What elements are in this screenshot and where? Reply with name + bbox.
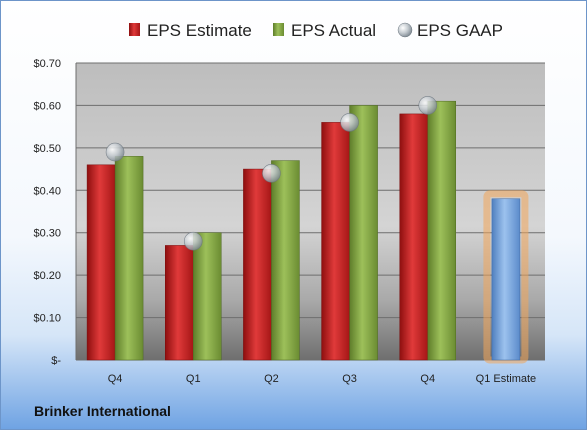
legend-actual: EPS Actual bbox=[273, 21, 376, 40]
x-tick-label: Q4 bbox=[420, 373, 435, 385]
x-tick-label: Q4 bbox=[108, 373, 123, 385]
y-tick-label: $0.70 bbox=[33, 58, 61, 70]
y-tick-label: $0.60 bbox=[33, 100, 61, 112]
eps-estimate-bar bbox=[165, 245, 194, 361]
legend-estimate-swatch bbox=[129, 23, 140, 36]
eps-gaap-marker bbox=[262, 164, 281, 183]
eps-estimate-bar bbox=[321, 122, 350, 361]
eps-actual-bar bbox=[349, 105, 378, 361]
legend-gaap: EPS GAAP bbox=[397, 21, 503, 40]
x-tick-label: Q3 bbox=[342, 373, 357, 385]
plot-background bbox=[76, 63, 545, 360]
eps-forecast-bar bbox=[491, 198, 521, 361]
legend-estimate: EPS Estimate bbox=[129, 21, 252, 40]
eps-estimate-bar bbox=[243, 168, 272, 361]
y-tick-label: $- bbox=[51, 355, 61, 367]
x-tick-label: Q1 Estimate bbox=[476, 373, 537, 385]
y-tick-label: $0.20 bbox=[33, 270, 61, 282]
eps-gaap-marker bbox=[183, 231, 203, 251]
eps-estimate-bar bbox=[399, 113, 428, 361]
x-tick-label: Q1 bbox=[186, 373, 201, 385]
eps-actual-bar bbox=[193, 232, 222, 361]
legend-actual-swatch bbox=[273, 23, 284, 36]
legend: EPS Estimate EPS Actual EPS GAAP bbox=[129, 21, 503, 40]
y-tick-label: $0.30 bbox=[33, 228, 61, 240]
eps-gaap-marker bbox=[105, 142, 125, 162]
y-tick-label: $0.10 bbox=[33, 313, 61, 325]
legend-estimate-label: EPS Estimate bbox=[147, 21, 252, 40]
x-tick-label: Q2 bbox=[264, 373, 279, 385]
legend-gaap-swatch bbox=[397, 22, 413, 38]
eps-gaap-marker bbox=[340, 113, 359, 132]
plot-area: $- $0.10 $0.20 $0.30 $0.40 $0.50 $0.60 $0.70 Q4 Q… bbox=[33, 58, 545, 385]
company-name: Brinker International bbox=[34, 403, 171, 419]
legend-actual-label: EPS Actual bbox=[291, 21, 376, 40]
legend-gaap-label: EPS GAAP bbox=[417, 21, 503, 40]
eps-actual-bar bbox=[271, 160, 300, 361]
eps-actual-bar bbox=[427, 100, 456, 361]
eps-actual-bar bbox=[114, 156, 144, 361]
y-tick-label: $0.40 bbox=[33, 185, 61, 197]
eps-estimate-bar bbox=[86, 164, 116, 361]
y-tick-label: $0.50 bbox=[33, 143, 61, 155]
eps-gaap-marker bbox=[418, 96, 438, 115]
